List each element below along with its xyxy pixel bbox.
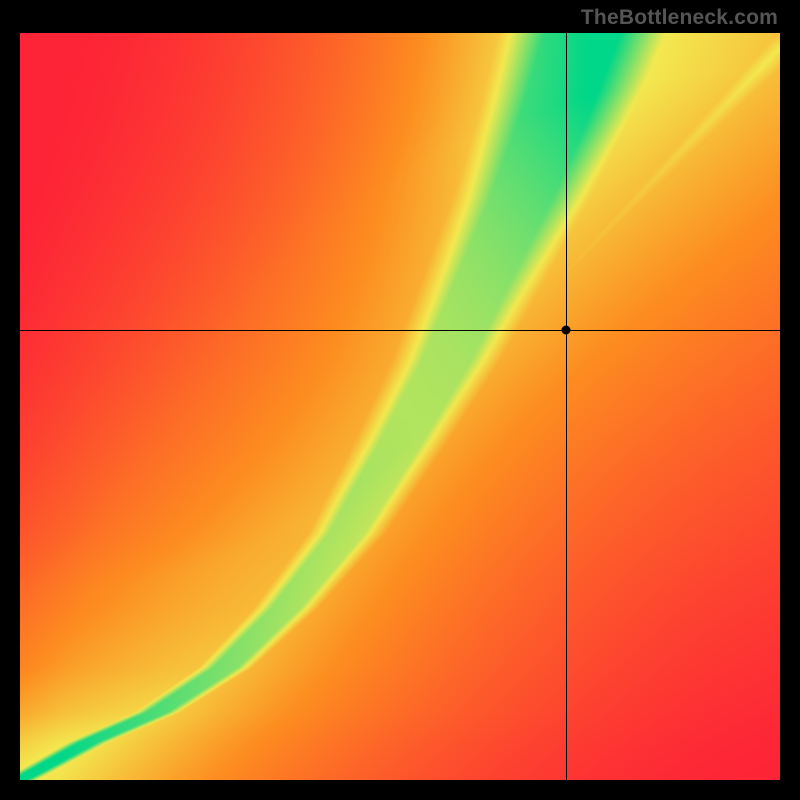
crosshair-vertical (566, 33, 567, 780)
bottleneck-heatmap (20, 33, 780, 780)
crosshair-marker-dot (561, 325, 570, 334)
crosshair-horizontal (20, 330, 780, 331)
watermark-text: TheBottleneck.com (581, 6, 778, 30)
